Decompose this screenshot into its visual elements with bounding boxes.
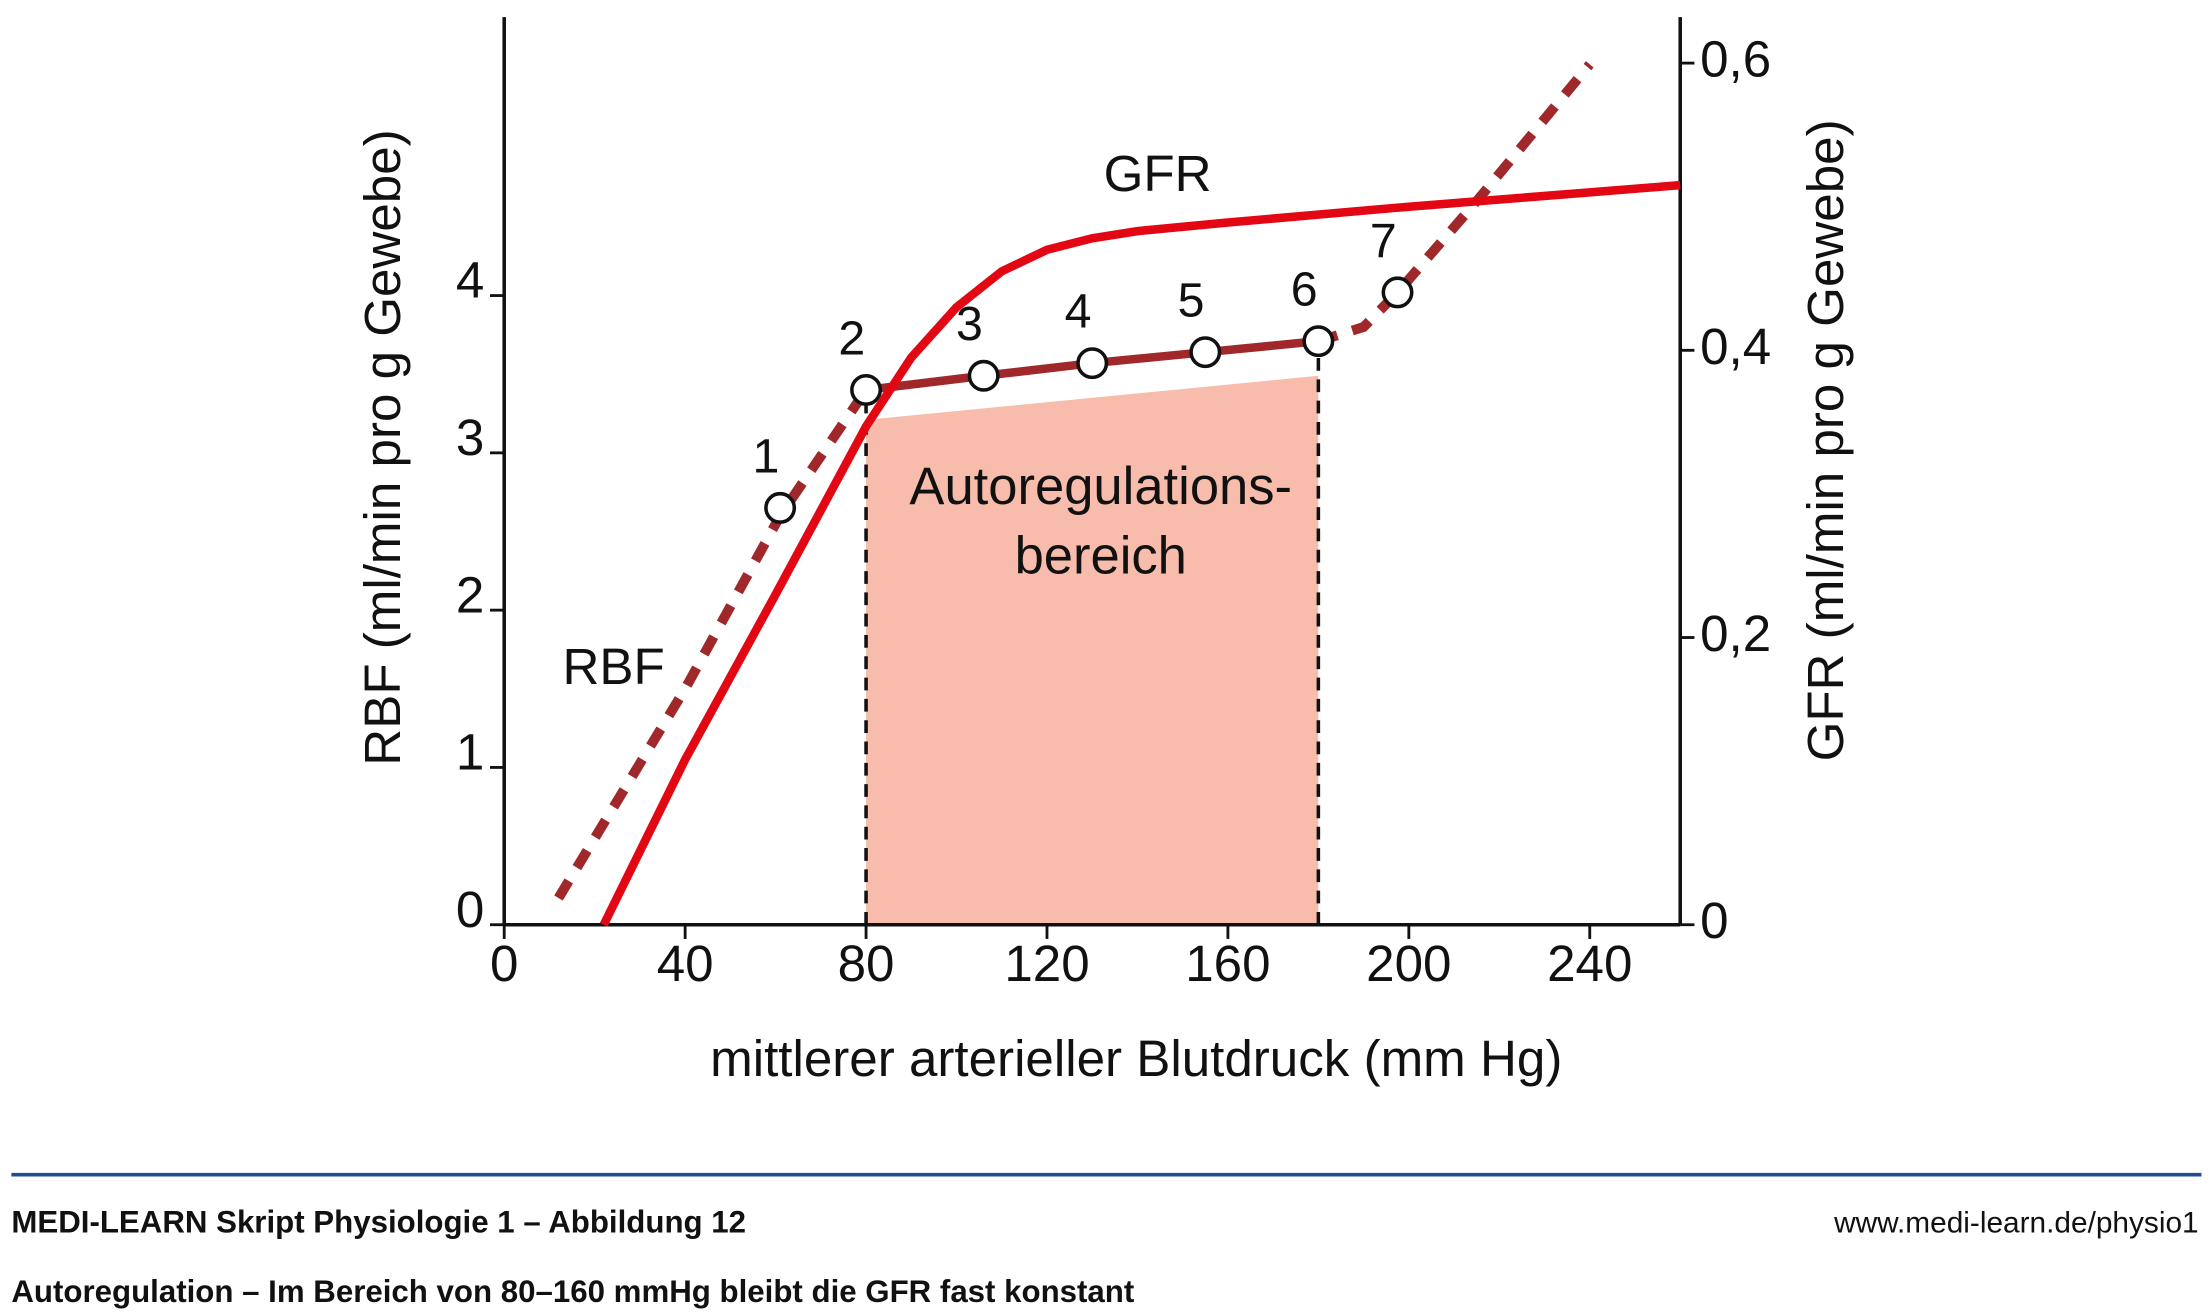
y-tick-label: 0 (456, 881, 484, 938)
footer-caption: Autoregulation – Im Bereich von 80–160 m… (11, 1274, 1135, 1309)
data-point (1381, 276, 1414, 309)
series-line (599, 180, 1681, 927)
y2-axis-label: GFR (ml/min pro g Gewebe) (1797, 119, 1854, 761)
data-point (850, 373, 883, 406)
y-axis-label: RBF (ml/min pro g Gewebe) (354, 129, 411, 765)
y-tick-label: 3 (456, 409, 484, 466)
y2-tick-label: 0 (1700, 892, 1728, 949)
autoregulation-region (866, 375, 1319, 925)
data-point (1189, 336, 1222, 369)
point-label: 6 (1291, 263, 1318, 317)
x-tick-label: 0 (490, 935, 518, 992)
y2-tick-label: 0,4 (1700, 318, 1771, 375)
data-point (764, 491, 797, 524)
point-label: 5 (1178, 274, 1205, 328)
x-tick-label: 240 (1547, 935, 1632, 992)
data-point (1302, 325, 1335, 358)
y-tick-label: 2 (456, 566, 484, 623)
x-tick-label: 80 (838, 935, 895, 992)
series-line (554, 387, 871, 901)
x-tick-label: 40 (657, 935, 714, 992)
region-label: bereich (1015, 527, 1187, 586)
x-tick-label: 160 (1185, 935, 1270, 992)
x-axis-label: mittlerer arterieller Blutdruck (mm Hg) (710, 1030, 1562, 1087)
point-label: 4 (1065, 285, 1092, 339)
y-tick-label: 4 (456, 252, 484, 309)
x-tick-label: 120 (1004, 935, 1089, 992)
footer-title: MEDI-LEARN Skript Physiologie 1 – Abbild… (11, 1205, 746, 1240)
y-tick-label: 1 (456, 724, 484, 781)
y2-tick-label: 0,6 (1700, 31, 1771, 88)
x-tick-label: 200 (1366, 935, 1451, 992)
point-label: 1 (752, 429, 779, 483)
y2-tick-label: 0,2 (1700, 605, 1771, 662)
point-label: 2 (838, 311, 865, 365)
data-point (967, 359, 1000, 392)
footer-url: www.medi-learn.de/physio1 (1833, 1206, 2199, 1239)
data-point (1076, 347, 1109, 380)
series-label: GFR (1104, 145, 1212, 202)
point-label: 7 (1370, 214, 1397, 268)
region-label: Autoregulations- (909, 457, 1292, 516)
series-label: RBF (562, 638, 664, 695)
